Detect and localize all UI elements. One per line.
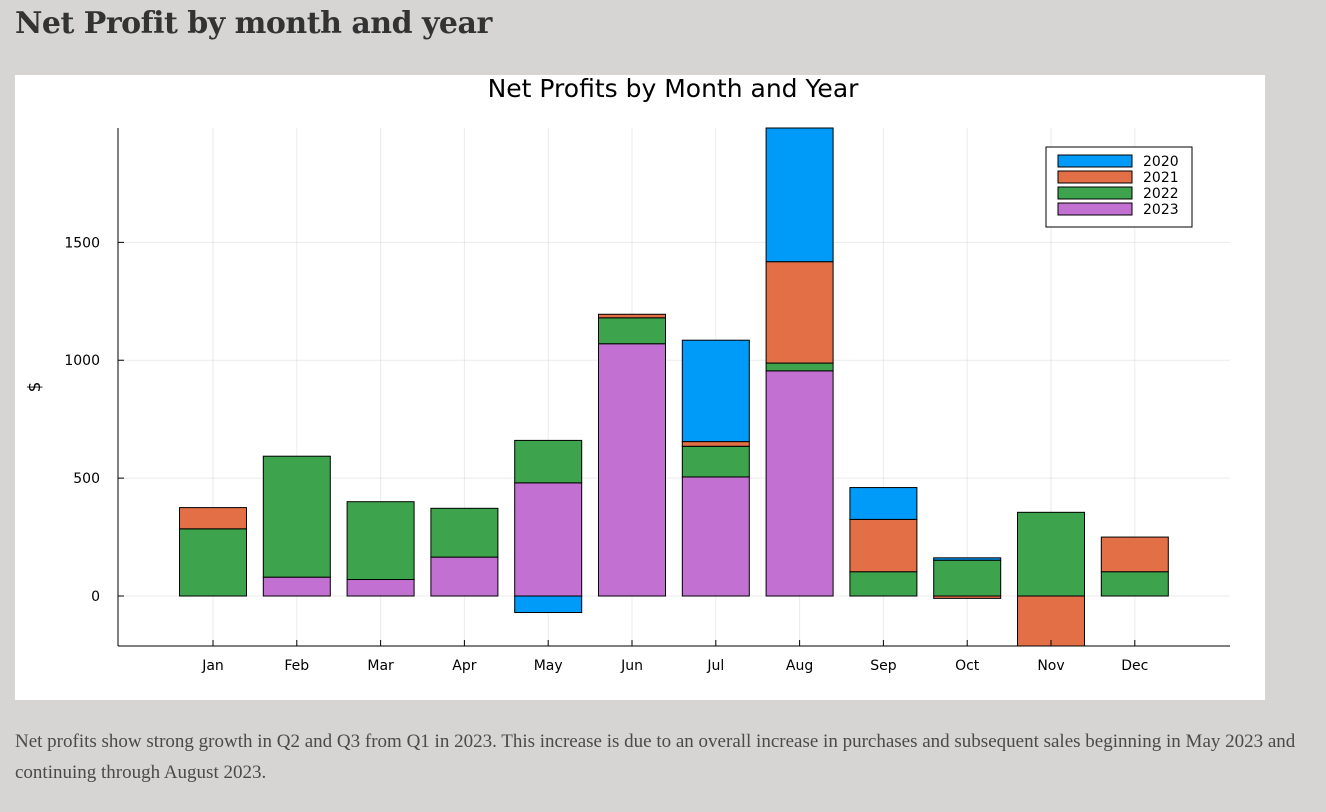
y-axis-label: $ [25,382,45,393]
chart-panel: Net Profits by Month and Year 0 500 1000 15… [15,75,1265,700]
bar-2022-mar [346,501,415,581]
legend-swatch-2023 [1057,202,1133,216]
bar-2023-jun [598,343,666,597]
x-tick-label: Sep [870,658,897,674]
bar-2022-dec [1100,571,1169,597]
y-tick-label: 1000 [64,353,100,369]
bar-2020-jul [681,339,750,443]
x-tick-label: Jul [706,658,724,674]
legend-swatch-2021 [1057,170,1133,184]
bar-2022-nov [1017,511,1085,597]
bar-2020-oct [933,557,1002,561]
legend-swatch-2022 [1057,186,1133,200]
bar-2022-feb [262,455,331,578]
bar-2022-jun [598,317,666,345]
legend-label-2020: 2020 [1143,154,1179,170]
x-tick-label: Jun [620,658,643,674]
bar-2023-feb [262,576,331,597]
bar-2021-sep [849,518,918,573]
bar-2021-jan [179,507,247,530]
x-tick-label: Aug [786,658,813,674]
bar-2021-jun [598,313,666,319]
bar-2023-jul [681,476,750,597]
legend-swatch-2020 [1057,154,1133,168]
x-tick-label: Apr [452,658,476,674]
bar-2023-may [514,482,583,597]
bar-2021-jul [681,441,750,447]
bar-2021-dec [1100,536,1169,573]
bar-2022-may [514,439,583,484]
bar-2023-mar [346,579,415,597]
axes: 0 500 1000 1500 Jan Feb Mar Apr May Jun Jul Aug Sep O… [64,128,1230,674]
y-tick-label: 1500 [64,235,100,251]
x-tick-label: Feb [284,658,309,674]
bar-2020-may [514,595,583,614]
x-tick-label: Oct [955,658,980,674]
bar-2022-jul [681,445,750,478]
x-tick-label: Mar [367,658,394,674]
legend-label-2022: 2022 [1143,186,1179,202]
bar-chart: Net Profits by Month and Year 0 500 1000 15… [25,75,1230,674]
bar-2022-aug [765,362,834,372]
bar-2020-sep [849,487,918,520]
x-tick-label: May [534,658,563,674]
bar-2021-aug [765,261,834,364]
legend-label-2021: 2021 [1143,170,1179,186]
page-heading: Net Profit by month and year [15,6,492,41]
bar-2021-oct [933,595,1002,599]
bar-2021-nov [1017,595,1085,647]
bars [179,127,1169,647]
bar-2022-oct [933,559,1002,597]
chart-title: Net Profits by Month and Year [488,75,860,103]
bar-2020-aug [765,127,834,263]
bar-2022-apr [430,507,499,558]
bar-2023-aug [765,370,834,597]
bar-2022-sep [849,571,918,597]
x-tick-label: Nov [1037,658,1064,674]
x-tick-label: Jan [201,658,224,674]
y-tick-label: 0 [91,589,100,605]
caption: Net profits show strong growth in Q2 and… [15,731,1296,783]
y-tick-label: 500 [73,471,100,487]
bar-2023-apr [430,556,499,597]
x-tick-label: Dec [1121,658,1148,674]
legend-label-2023: 2023 [1143,202,1179,218]
bar-2022-jan [179,528,247,597]
